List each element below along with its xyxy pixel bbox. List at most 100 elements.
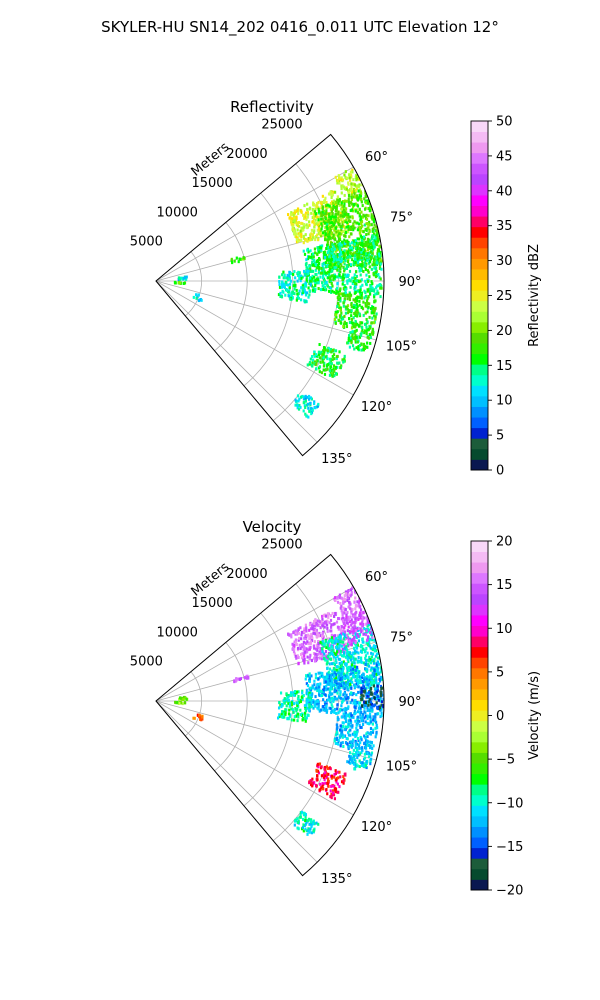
echo-pixel [294,403,297,407]
echo-pixel [317,702,320,706]
echo-pixel [347,227,350,231]
colorbar-swatch [471,604,488,616]
echo-pixel [330,651,333,655]
echo-pixel [346,666,349,670]
echo-pixel [340,187,343,191]
echo-pixel [350,642,353,646]
echo-pixel [331,682,334,686]
echo-pixel [278,285,282,289]
echo-pixel [313,221,316,225]
echo-pixel [367,261,371,265]
colorbar-swatch [471,300,488,312]
echo-pixel [345,244,348,248]
echo-pixel [365,233,368,237]
echo-pixel [369,684,372,688]
echo-pixel [235,256,238,260]
echo-pixel [296,707,299,711]
echo-pixel [336,654,339,658]
echo-pixel [338,305,341,309]
echo-pixel [365,299,369,303]
echo-pixel [360,725,363,729]
echo-pixel [333,686,336,690]
echo-pixel [343,202,346,206]
echo-pixel [301,697,304,701]
echo-pixel [346,685,349,689]
echo-pixel [326,781,329,785]
echo-pixel [333,671,336,675]
echo-pixel [343,734,346,738]
echo-pixel [331,284,334,288]
echo-pixel [359,706,362,710]
echo-pixel [349,175,352,179]
echo-pixel [294,638,297,642]
echo-pixel [366,708,369,712]
echo-pixel [310,703,313,707]
echo-pixel [366,735,369,739]
echo-pixel [356,261,360,265]
echo-pixel [351,276,354,280]
echo-pixel [320,246,323,250]
colorbar-swatch [471,290,488,302]
echo-pixel [347,600,351,604]
echo-pixel [343,598,347,602]
echo-pixel [363,706,366,710]
echo-pixel [371,252,374,256]
echo-pixel [359,645,362,649]
echo-pixel [314,238,317,242]
echo-pixel [332,666,335,670]
echo-pixel [322,364,326,368]
echo-pixel [338,181,341,185]
echo-pixel [316,228,319,232]
echo-pixel [340,184,343,188]
echo-pixel [291,290,294,294]
echo-pixel [300,292,304,296]
echo-pixel [288,294,291,298]
echo-pixel [347,224,350,228]
echo-pixel [358,719,361,723]
echo-pixel [360,691,363,695]
echo-pixel [358,194,361,198]
echo-pixel [350,241,354,245]
echo-pixel [330,196,333,200]
echo-pixel [358,759,361,763]
echo-pixel [343,354,346,358]
echo-pixel [343,646,346,650]
echo-pixel [311,220,314,224]
echo-pixel [327,218,330,222]
echo-pixel [321,265,324,269]
echo-pixel [230,257,233,261]
echo-pixel [373,687,377,691]
echo-pixel [366,701,370,705]
echo-pixel [342,276,345,280]
colorbar-tick-label: 35 [496,219,513,234]
colorbar-swatch [471,279,488,291]
range-tick-label: 25000 [261,117,302,132]
echo-pixel [365,631,368,635]
echo-pixel [293,270,296,274]
echo-pixel [280,712,283,716]
echo-pixel [372,308,375,312]
echo-pixel [350,611,353,615]
echo-pixel [357,750,360,754]
echo-pixel [343,269,346,273]
echo-pixel [317,263,320,267]
colorbar-swatch [471,343,488,355]
echo-pixel [326,230,330,234]
echo-pixel [303,661,306,665]
echo-pixel [376,250,379,254]
echo-pixel [344,291,348,295]
echo-pixel [335,727,339,731]
echo-pixel [299,813,302,817]
echo-pixel [315,643,319,647]
echo-pixel [304,827,307,831]
echo-pixel [358,196,361,200]
echo-pixel [374,718,377,722]
echo-pixel [337,298,340,302]
echo-pixel [320,350,323,354]
echo-pixel [326,682,329,686]
echo-pixel [360,750,363,754]
echo-pixel [371,730,375,734]
echo-pixel [321,693,324,697]
echo-pixel [300,232,303,236]
echo-pixel [359,677,362,681]
